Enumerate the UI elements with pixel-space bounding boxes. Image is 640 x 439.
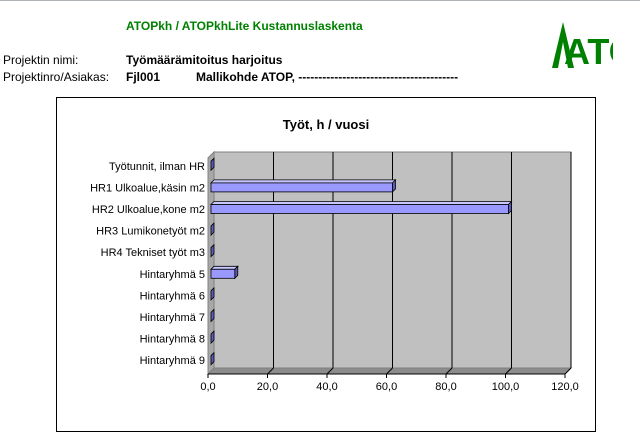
chart-title: Työt, h / vuosi bbox=[283, 117, 369, 132]
gridline-floor bbox=[445, 367, 453, 375]
logo-text: ATOP bbox=[564, 31, 613, 70]
bar-side bbox=[210, 351, 215, 366]
bar bbox=[210, 204, 509, 214]
logo-a-shape bbox=[552, 22, 574, 68]
category-label: Hintaryhmä 9 bbox=[140, 355, 205, 367]
bar-side bbox=[210, 222, 215, 237]
chart-frame: Työt, h / vuosi 0,0 20,0 40,0 60,0 80,0 100,0 1… bbox=[56, 97, 596, 432]
project-name-label: Projektin nimi: bbox=[3, 53, 79, 67]
category-label: HR3 Lumikonetyöt m2 bbox=[96, 226, 205, 238]
client-value: Mallikohde ATOP, -----------------------… bbox=[196, 70, 459, 84]
project-name-value: Työmäärämitoitus harjoitus bbox=[126, 53, 283, 67]
bar-side bbox=[210, 157, 215, 172]
category-label: Hintaryhmä 7 bbox=[140, 312, 205, 324]
bar-side bbox=[210, 243, 215, 258]
x-tick-label: 60,0 bbox=[376, 381, 397, 393]
category-label: HR2 Ulkoalue,kone m2 bbox=[92, 204, 205, 216]
gridline-floor bbox=[386, 367, 393, 375]
app-title: ATOPkh / ATOPkhLite Kustannuslaskenta bbox=[126, 19, 363, 33]
bar bbox=[210, 182, 393, 193]
x-tick-label: 0,0 bbox=[200, 381, 215, 393]
x-tick-label: 20,0 bbox=[257, 381, 278, 393]
bar-top bbox=[210, 265, 239, 270]
bar-side bbox=[210, 330, 215, 345]
project-number-label: Projektinro/Asiakas: bbox=[3, 70, 110, 84]
gridline-floor bbox=[564, 367, 572, 375]
category-label: HR4 Tekniset työt m3 bbox=[101, 247, 205, 259]
bar-side bbox=[210, 308, 215, 323]
bar bbox=[210, 268, 236, 279]
category-label: Työtunnit, ilman HR bbox=[109, 161, 205, 173]
x-tick-label: 100,0 bbox=[492, 381, 520, 393]
top-divider bbox=[0, 0, 640, 1]
category-label: Hintaryhmä 5 bbox=[140, 269, 205, 281]
project-number-value: Fjl001 bbox=[126, 70, 161, 84]
category-label: Hintaryhmä 8 bbox=[140, 334, 205, 346]
category-label: HR1 Ulkoalue,käsin m2 bbox=[90, 182, 205, 194]
bar-chart: Työt, h / vuosi 0,0 20,0 40,0 60,0 80,0 100,0 1… bbox=[90, 117, 579, 393]
gridline-floor bbox=[326, 367, 334, 375]
gridline-floor bbox=[505, 367, 512, 375]
gridline-floor bbox=[267, 367, 274, 375]
x-tick-label: 40,0 bbox=[316, 381, 337, 393]
atop-logo: ATOP bbox=[552, 22, 613, 70]
category-label: Hintaryhmä 6 bbox=[140, 290, 205, 302]
bar-top bbox=[210, 201, 513, 205]
x-tick-label: 120,0 bbox=[551, 381, 579, 393]
bar-top bbox=[210, 179, 397, 184]
bar-side bbox=[210, 286, 215, 301]
x-tick-label: 80,0 bbox=[435, 381, 456, 393]
